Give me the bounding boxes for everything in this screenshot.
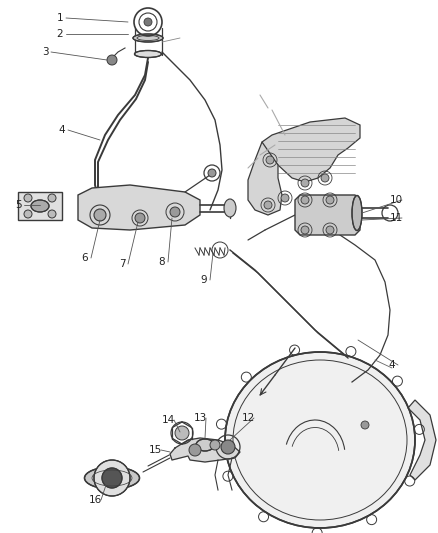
Text: 3: 3 — [42, 47, 48, 57]
Text: 4: 4 — [389, 360, 396, 370]
Ellipse shape — [133, 34, 163, 42]
Ellipse shape — [225, 352, 415, 528]
Text: 14: 14 — [161, 415, 175, 425]
Text: 6: 6 — [82, 253, 88, 263]
Polygon shape — [170, 438, 240, 462]
Polygon shape — [18, 192, 62, 220]
Text: 16: 16 — [88, 495, 102, 505]
Circle shape — [326, 196, 334, 204]
Ellipse shape — [31, 200, 49, 212]
Circle shape — [175, 426, 189, 440]
Ellipse shape — [85, 467, 139, 489]
Text: 10: 10 — [389, 195, 403, 205]
Circle shape — [321, 174, 329, 182]
Text: 4: 4 — [59, 125, 65, 135]
Circle shape — [189, 444, 201, 456]
Text: 9: 9 — [201, 275, 207, 285]
Polygon shape — [408, 400, 436, 480]
Ellipse shape — [196, 439, 214, 451]
Circle shape — [94, 209, 106, 221]
Ellipse shape — [224, 199, 236, 217]
Text: 15: 15 — [148, 445, 162, 455]
Ellipse shape — [352, 196, 362, 230]
Circle shape — [48, 194, 56, 202]
Circle shape — [107, 55, 117, 65]
Text: 2: 2 — [57, 29, 64, 39]
Circle shape — [221, 440, 235, 454]
Circle shape — [264, 201, 272, 209]
Circle shape — [94, 460, 130, 496]
Polygon shape — [78, 185, 200, 230]
Circle shape — [24, 210, 32, 218]
Circle shape — [24, 194, 32, 202]
Circle shape — [144, 18, 152, 26]
Ellipse shape — [134, 51, 162, 58]
Text: 13: 13 — [193, 413, 207, 423]
Circle shape — [301, 196, 309, 204]
Circle shape — [266, 156, 274, 164]
Text: 11: 11 — [389, 213, 403, 223]
Circle shape — [208, 169, 216, 177]
Circle shape — [48, 210, 56, 218]
Circle shape — [326, 226, 334, 234]
Circle shape — [170, 207, 180, 217]
Text: 7: 7 — [119, 259, 125, 269]
Circle shape — [301, 179, 309, 187]
Text: 5: 5 — [15, 200, 21, 210]
Text: 12: 12 — [241, 413, 254, 423]
Circle shape — [301, 226, 309, 234]
Circle shape — [361, 421, 369, 429]
Circle shape — [281, 194, 289, 202]
Text: 8: 8 — [159, 257, 165, 267]
Polygon shape — [295, 195, 360, 235]
Polygon shape — [248, 142, 282, 215]
Text: 1: 1 — [57, 13, 64, 23]
Circle shape — [210, 440, 220, 450]
Circle shape — [135, 213, 145, 223]
Polygon shape — [262, 118, 360, 182]
Circle shape — [102, 468, 122, 488]
